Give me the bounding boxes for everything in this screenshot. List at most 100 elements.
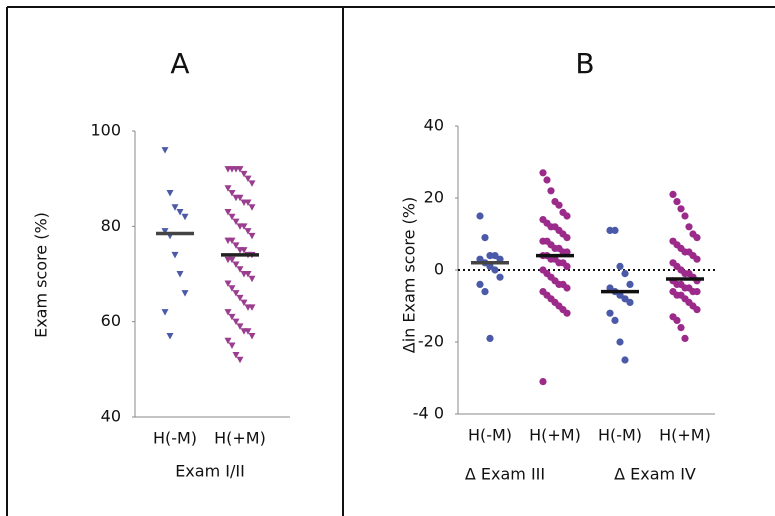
point <box>248 232 256 240</box>
point <box>244 271 252 278</box>
point <box>555 201 563 209</box>
point <box>240 247 248 254</box>
y-tick-label: 60 <box>101 311 121 330</box>
point <box>240 223 248 230</box>
point <box>244 175 252 183</box>
point <box>491 252 499 260</box>
point <box>161 147 169 154</box>
x-tick-label: H(+M) <box>529 426 581 445</box>
point <box>232 242 240 249</box>
point <box>673 198 681 206</box>
point <box>563 262 571 270</box>
point <box>228 342 236 349</box>
point <box>236 266 244 273</box>
y-tick-label: 100 <box>90 121 121 140</box>
x-tick-label: H(+M) <box>214 429 266 448</box>
point <box>486 334 494 342</box>
y-tick-label: -20 <box>418 332 444 351</box>
point <box>496 273 504 281</box>
point <box>563 248 571 256</box>
point <box>481 234 489 242</box>
point <box>232 261 240 268</box>
point <box>563 284 571 292</box>
point <box>224 309 232 316</box>
point <box>626 280 634 288</box>
point <box>248 304 256 311</box>
point <box>693 255 701 263</box>
point <box>539 378 547 386</box>
point <box>161 309 169 316</box>
point <box>236 356 244 364</box>
point <box>228 313 236 321</box>
y-tick-label: 40 <box>101 407 121 426</box>
point <box>673 316 681 324</box>
point <box>166 332 174 340</box>
point <box>693 306 701 314</box>
point <box>236 194 244 202</box>
point <box>496 255 504 263</box>
point <box>685 223 693 231</box>
point <box>248 275 256 283</box>
y-tick-label: 40 <box>424 116 444 135</box>
point <box>626 298 634 306</box>
point <box>543 176 551 184</box>
point <box>606 226 614 234</box>
point <box>224 337 232 345</box>
x-tick-label: H(-M) <box>598 426 642 445</box>
point <box>539 169 547 177</box>
y-axis-label: Δin Exam score (%) <box>400 197 419 353</box>
point <box>693 288 701 296</box>
point <box>232 290 240 297</box>
point <box>232 352 240 359</box>
point <box>681 334 689 342</box>
y-axis-label: Exam score (%) <box>32 212 51 338</box>
point <box>224 280 232 288</box>
point <box>161 228 169 235</box>
point <box>181 290 189 297</box>
y-tick-label: 0 <box>434 260 444 279</box>
y-tick-label: 20 <box>424 188 444 207</box>
point <box>669 190 677 198</box>
x-tick-label: H(-M) <box>153 429 197 448</box>
point <box>248 180 256 187</box>
point <box>491 266 499 274</box>
point <box>616 338 624 346</box>
point <box>176 209 184 216</box>
point <box>486 252 494 260</box>
x-axis-label: Exam I/II <box>175 462 245 481</box>
y-tick-label: -4 0 <box>413 404 444 423</box>
point <box>681 212 689 220</box>
point <box>547 187 555 195</box>
point <box>563 234 571 242</box>
point <box>171 251 179 259</box>
panel-title: A <box>170 47 189 80</box>
point <box>476 280 484 288</box>
point <box>606 309 614 317</box>
point <box>228 213 236 221</box>
point <box>228 237 236 245</box>
point <box>244 228 252 235</box>
group-label: Δ Exam IV <box>614 465 696 484</box>
point <box>621 270 629 278</box>
point <box>232 318 240 326</box>
point <box>176 271 184 278</box>
point <box>228 256 236 264</box>
point <box>616 262 624 270</box>
point <box>232 218 240 226</box>
point <box>236 323 244 330</box>
point <box>248 204 256 211</box>
point <box>476 255 484 263</box>
point <box>621 295 629 303</box>
point <box>166 189 174 197</box>
point <box>181 213 189 221</box>
point <box>611 316 619 324</box>
point <box>621 356 629 364</box>
point <box>236 294 244 302</box>
point <box>228 189 236 197</box>
point <box>563 212 571 220</box>
point <box>240 299 248 307</box>
point <box>677 324 685 332</box>
point <box>486 262 494 270</box>
point <box>244 328 252 335</box>
